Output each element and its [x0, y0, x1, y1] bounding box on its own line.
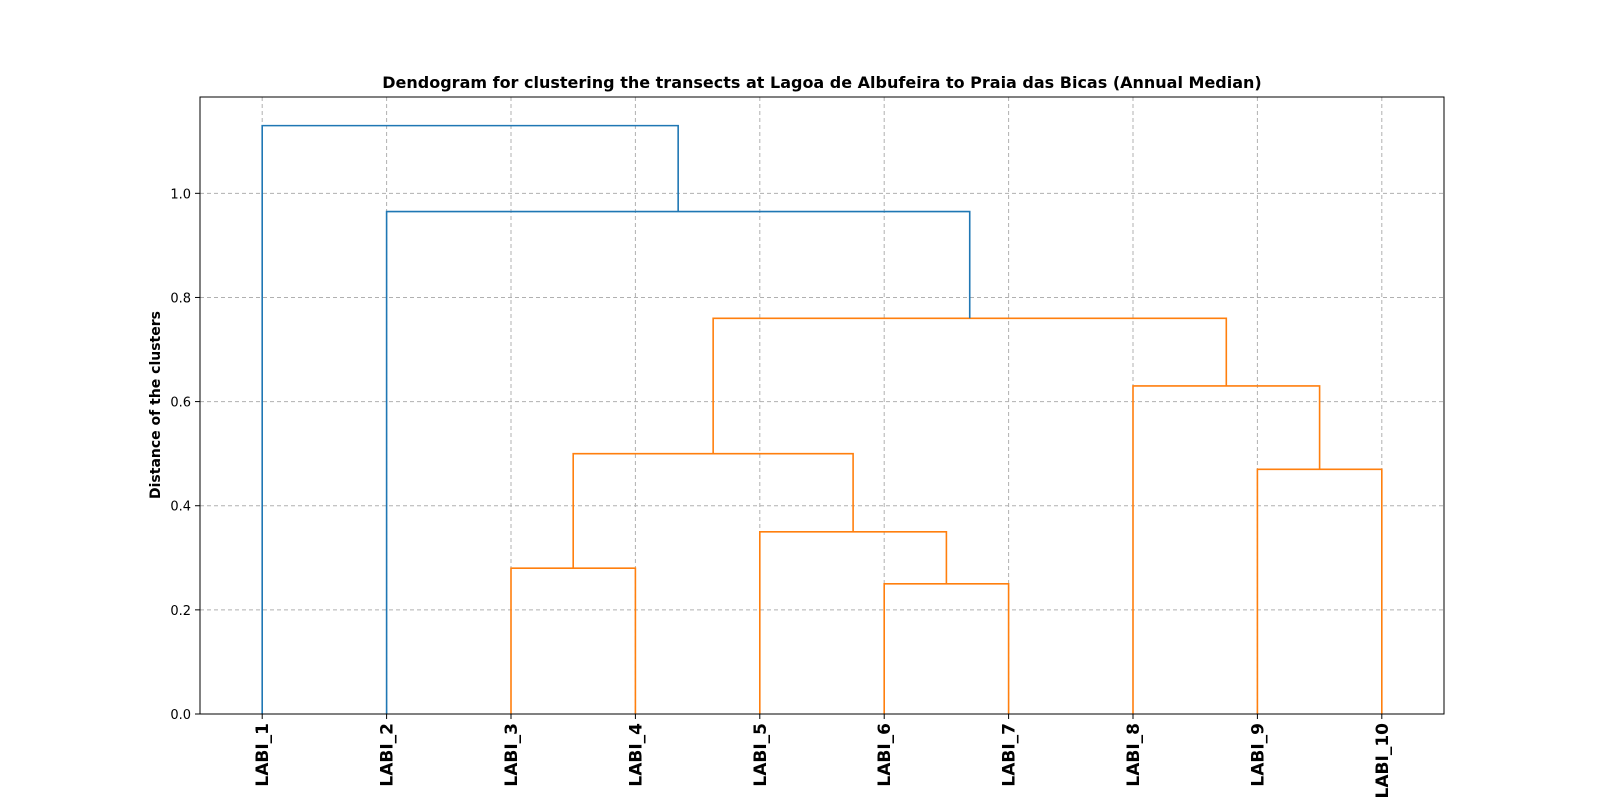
- x-tick-label: LABI_10: [1373, 723, 1393, 799]
- dendrogram-link: [712, 317, 1228, 454]
- dendrogram-link: [1132, 385, 1321, 714]
- dendrogram-links: [261, 124, 1383, 714]
- x-tick-label: LABI_3: [502, 723, 522, 787]
- dendrogram-link: [510, 567, 637, 714]
- x-tick-label: LABI_7: [1000, 723, 1020, 787]
- x-tick-label: LABI_5: [751, 723, 771, 787]
- plot-area-frame: [199, 96, 1445, 715]
- x-tick-label: LABI_1: [253, 723, 273, 787]
- y-tick-label: 0.8: [170, 291, 191, 306]
- y-tick-label: 0.4: [170, 500, 191, 515]
- y-tick-label: 0.0: [170, 708, 191, 723]
- dendrogram-link: [572, 452, 854, 569]
- x-tick-label: LABI_4: [626, 723, 646, 787]
- dendrogram-link: [1256, 468, 1383, 714]
- y-tick-label: 1.0: [170, 187, 191, 202]
- chart-title: Dendogram for clustering the transects a…: [382, 73, 1262, 92]
- dendrogram-link: [759, 530, 948, 714]
- x-tick-label: LABI_6: [875, 723, 895, 787]
- y-axis-ticks: 0.0 0.2 0.4 0.6 0.8 1.0: [170, 187, 200, 723]
- dendrogram-link: [385, 210, 971, 714]
- y-axis-label: Distance of the clusters: [148, 311, 164, 499]
- x-axis-ticks: LABI_1 LABI_2 LABI_3 LABI_4 LABI_5 LABI_6 LABI…: [253, 714, 1393, 798]
- dendrogram-link: [261, 124, 679, 714]
- y-tick-label: 0.6: [170, 396, 191, 411]
- x-tick-label: LABI_2: [378, 723, 398, 787]
- x-tick-label: LABI_9: [1248, 723, 1268, 787]
- dendrogram-link: [883, 583, 1010, 714]
- y-tick-label: 0.2: [170, 604, 191, 619]
- x-tick-label: LABI_8: [1124, 723, 1144, 787]
